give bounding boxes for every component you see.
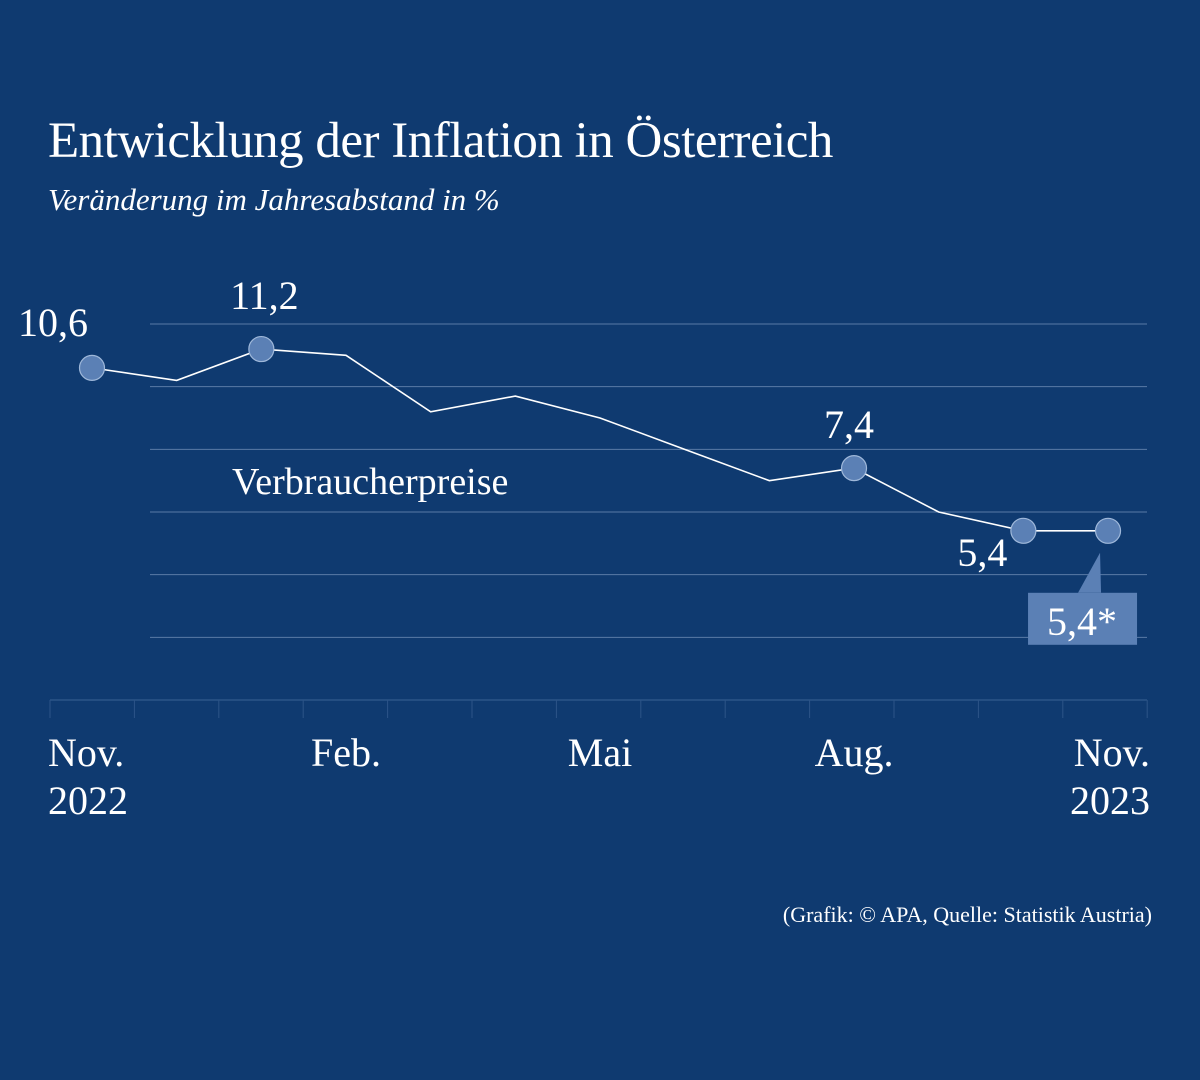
chart-title: Entwicklung der Inflation in Österreich (48, 113, 833, 169)
data-point-marker (1094, 517, 1122, 544)
source-credit: (Grafik: © APA, Quelle: Statistik Austri… (782, 902, 1152, 927)
data-label: 11,2 (230, 273, 299, 318)
callout-box (1028, 592, 1138, 645)
x-tick-label-year: 2022 (48, 778, 128, 823)
callout-label: 5,4* (1047, 599, 1117, 644)
series-line (91, 348, 1109, 532)
data-label: 5,4 (957, 530, 1007, 575)
data-point-marker (78, 354, 106, 381)
x-tick-label-year: 2023 (1070, 778, 1150, 823)
x-tick-label: Nov. (48, 730, 124, 775)
data-point-marker (840, 455, 868, 482)
x-tick-label: Nov. (1074, 730, 1150, 775)
data-point-marker (248, 335, 275, 363)
callout-pointer (1078, 552, 1102, 593)
x-tick-label: Aug. (815, 730, 894, 775)
data-label: 7,4 (824, 402, 874, 447)
x-tick-label: Feb. (311, 730, 381, 775)
x-tick-label: Mai (568, 730, 632, 775)
series-label: Verbraucherpreise (232, 461, 508, 503)
data-point-marker (1010, 517, 1037, 544)
chart-subtitle: Veränderung im Jahresabstand in % (48, 182, 500, 217)
data-label: 10,6 (18, 300, 88, 345)
